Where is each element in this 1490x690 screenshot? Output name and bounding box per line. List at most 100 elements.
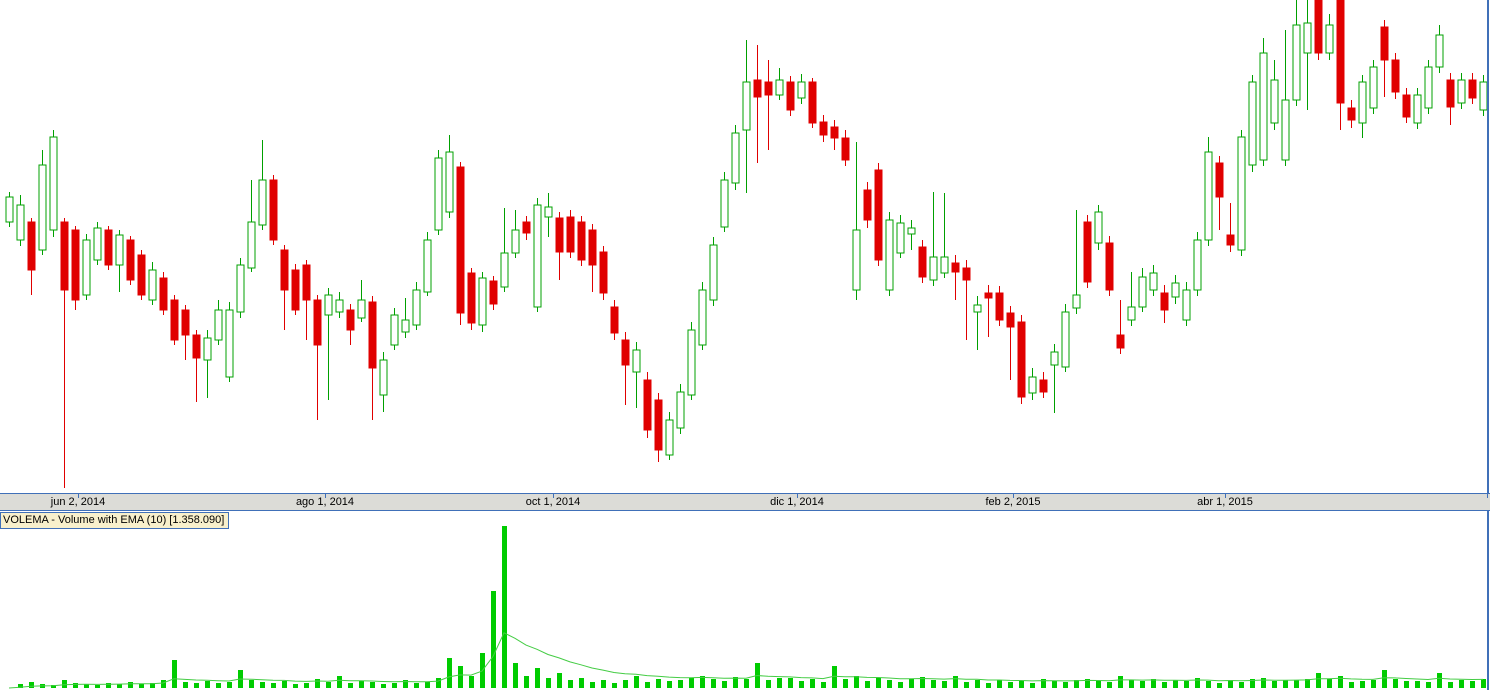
volume-bar	[1052, 681, 1057, 688]
candle-up	[1193, 239, 1202, 291]
volume-bar	[700, 676, 705, 688]
candle-down	[1017, 321, 1026, 398]
volume-bar	[304, 683, 309, 688]
volume-bar	[1481, 679, 1486, 688]
candle-down	[159, 277, 168, 311]
axis-tick-mark	[1013, 494, 1014, 498]
volume-bar	[183, 682, 188, 688]
volume-bar	[194, 683, 199, 688]
candle-up	[1204, 151, 1213, 241]
volume-bar	[557, 673, 562, 688]
candle-up	[533, 204, 542, 308]
volume-bar	[106, 683, 111, 688]
volume-bar	[744, 679, 749, 688]
candle-up	[335, 299, 344, 313]
volume-bar	[62, 680, 67, 688]
candle-down	[60, 221, 69, 291]
candle-down	[830, 126, 839, 139]
axis-date-label: oct 1, 2014	[525, 496, 581, 508]
volume-ema-line	[8, 632, 1484, 689]
volume-bar	[1382, 670, 1387, 688]
candle-down	[588, 229, 597, 266]
volume-bar	[117, 684, 122, 688]
volume-bar	[799, 681, 804, 688]
volume-bar	[1151, 679, 1156, 688]
volume-bar	[1184, 681, 1189, 688]
candle-up	[1138, 276, 1147, 308]
volume-bar	[84, 684, 89, 688]
candle-down	[1402, 94, 1411, 118]
candle-down	[71, 229, 80, 301]
volume-bar	[777, 678, 782, 688]
volume-bar	[1206, 681, 1211, 688]
volume-bar	[271, 683, 276, 688]
candle-up	[1369, 66, 1378, 109]
volume-bar	[161, 680, 166, 688]
volume-bar	[282, 681, 287, 688]
candle-down	[368, 301, 377, 369]
candle-up	[1259, 52, 1268, 161]
candle-up	[1094, 211, 1103, 244]
volume-bar	[1404, 681, 1409, 688]
volume-bar	[975, 680, 980, 688]
volume-bar	[1360, 681, 1365, 688]
candle-up	[423, 239, 432, 293]
volume-bar	[18, 684, 23, 688]
volume-bar	[942, 681, 947, 688]
volume-bar	[315, 679, 320, 688]
price-chart-panel[interactable]	[0, 0, 1490, 493]
candle-down	[137, 254, 146, 296]
volume-bar	[172, 660, 177, 688]
volume-bar	[931, 680, 936, 688]
candle-down	[962, 267, 971, 281]
candle-down	[1006, 312, 1015, 328]
volume-bar	[51, 685, 56, 688]
volume-bar	[73, 683, 78, 688]
candle-up	[1435, 34, 1444, 68]
volume-bar	[997, 680, 1002, 688]
volume-bar	[524, 676, 529, 688]
volume-bar	[1327, 679, 1332, 688]
volume-bar	[150, 683, 155, 688]
candle-up	[225, 309, 234, 378]
candle-up	[709, 244, 718, 301]
candle-down	[874, 169, 883, 261]
panel-right-border	[1487, 511, 1489, 690]
candle-down	[27, 221, 36, 271]
candle-down	[1347, 107, 1356, 121]
volume-bar	[1118, 676, 1123, 688]
volume-bar	[249, 680, 254, 688]
candle-up	[797, 81, 806, 99]
volume-bar	[678, 680, 683, 688]
candle-down	[1083, 221, 1092, 283]
axis-date-label: feb 2, 2015	[985, 496, 1041, 508]
candle-down	[1215, 162, 1224, 198]
candle-up	[973, 304, 982, 313]
volume-bar	[414, 683, 419, 688]
volume-bar	[227, 682, 232, 688]
candle-up	[115, 234, 124, 266]
candle-up	[720, 179, 729, 228]
volume-chart-panel[interactable]: VOLEMA - Volume with EMA (10) [1.358.090…	[0, 511, 1490, 690]
axis-date-label: abr 1, 2015	[1197, 496, 1253, 508]
volume-bar	[1470, 681, 1475, 688]
date-axis[interactable]: jun 2, 2014 ago 1, 2014 oct 1, 2014 dic 1, …	[0, 493, 1490, 511]
volume-indicator-label-box[interactable]: VOLEMA - Volume with EMA (10) [1.358.090…	[0, 512, 230, 529]
volume-bar	[447, 658, 452, 688]
candle-up	[5, 196, 14, 223]
volume-bar	[1283, 680, 1288, 688]
volume-bar	[1415, 681, 1420, 688]
candle-down	[995, 292, 1004, 321]
volume-bar	[348, 683, 353, 688]
candle-up	[775, 79, 784, 96]
candle-down	[1446, 79, 1455, 108]
volume-bars-chart[interactable]	[0, 511, 1490, 690]
candlestick-chart[interactable]	[0, 0, 1490, 493]
volume-bar	[920, 677, 925, 688]
candle-up	[390, 314, 399, 346]
axis-date-label: ago 1, 2014	[295, 496, 355, 508]
volume-bar	[216, 683, 221, 688]
candle-down	[753, 79, 762, 98]
volume-bar	[612, 683, 617, 688]
volume-bar	[711, 679, 716, 688]
